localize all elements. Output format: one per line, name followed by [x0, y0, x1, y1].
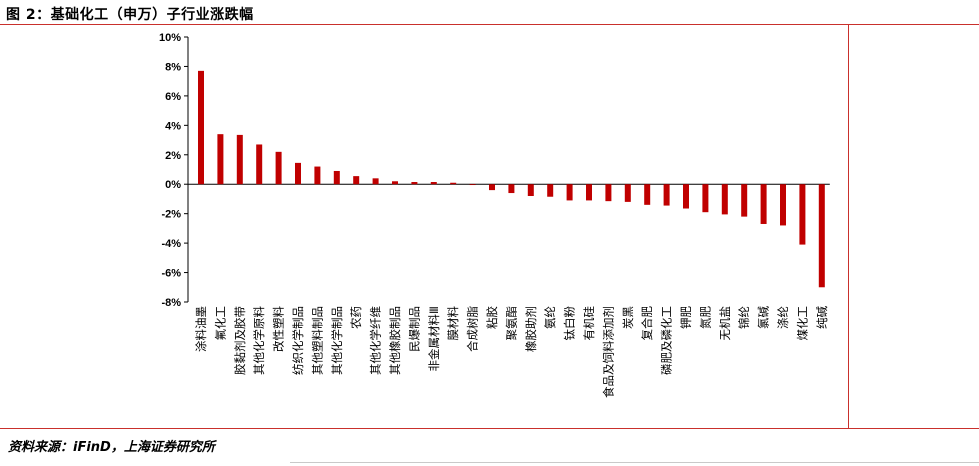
category-label: 氮肥 [698, 306, 712, 329]
y-tick-label: -2% [161, 209, 181, 221]
y-tick-label: -4% [161, 238, 181, 250]
bar [527, 184, 534, 196]
bar [256, 144, 263, 185]
category-label: 其他化学制品 [330, 306, 344, 375]
y-tick-label: -6% [161, 268, 181, 280]
y-tick-label: 6% [165, 91, 181, 103]
source-note: 资料来源：iFinD，上海证券研究所 [8, 440, 215, 455]
right-frame-line [848, 24, 849, 428]
category-label: 涤纶 [776, 306, 790, 329]
bar [702, 184, 709, 213]
bar [663, 184, 670, 206]
category-label: 合成树脂 [466, 306, 480, 352]
bar [411, 182, 418, 185]
category-label: 其他橡胶制品 [388, 306, 402, 375]
category-label: 膜材料 [446, 306, 460, 341]
bar [314, 166, 321, 185]
category-label: 涂料油墨 [194, 306, 208, 352]
bar [566, 184, 573, 201]
bar [217, 134, 224, 185]
bar [799, 184, 806, 245]
category-label: 聚氨酯 [504, 306, 518, 341]
category-label: 民爆制品 [407, 306, 421, 352]
category-label: 氟化工 [213, 306, 227, 341]
bar [818, 184, 825, 288]
bar [295, 162, 301, 185]
category-label: 其他化学纤维 [369, 306, 383, 375]
bar [372, 178, 379, 185]
y-tick-label: 10% [159, 32, 181, 44]
category-label: 农药 [349, 306, 363, 329]
category-label: 橡胶助剂 [524, 306, 538, 352]
bar [780, 184, 786, 226]
bar [198, 70, 204, 185]
y-tick-label: 0% [165, 179, 181, 191]
bar [469, 184, 476, 186]
category-label: 纺织化学制品 [291, 306, 305, 375]
bar [333, 170, 340, 185]
category-label: 非金属材料Ⅲ [427, 306, 441, 371]
bar [624, 184, 631, 202]
category-label: 其他塑料制品 [310, 306, 324, 375]
bar [683, 184, 689, 209]
category-label: 食品及饲料添加剂 [601, 306, 615, 398]
bar [236, 134, 243, 185]
bar [489, 184, 495, 191]
page-title: 图 2：基础化工（申万）子行业涨跌幅 [6, 7, 254, 23]
footer-divider [290, 462, 979, 463]
category-label: 磷肥及磷化工 [660, 306, 674, 375]
category-label: 钛白粉 [563, 306, 577, 341]
category-label: 有机硅 [582, 306, 596, 341]
category-label: 胶黏剂及胶带 [233, 306, 247, 375]
bar [275, 151, 282, 185]
category-label: 氨纶 [543, 306, 557, 329]
category-label: 纯碱 [815, 306, 829, 329]
bar [586, 184, 592, 201]
category-label: 炭黑 [621, 306, 635, 329]
bar [450, 182, 457, 185]
category-label: 无机盐 [718, 306, 732, 341]
y-tick-label: 2% [165, 150, 181, 162]
y-tick-label: 8% [165, 61, 181, 73]
category-label: 改性塑料 [272, 306, 286, 352]
y-tick-label: -8% [161, 297, 181, 309]
bar [508, 184, 515, 194]
category-label: 氯碱 [757, 306, 771, 329]
bar [605, 184, 612, 202]
category-label: 钾肥 [679, 306, 693, 329]
bar [430, 182, 437, 185]
category-label: 其他化学原料 [252, 306, 266, 375]
bar [760, 184, 767, 224]
bar [741, 184, 748, 217]
bottom-rule [0, 428, 979, 429]
y-tick-label: 4% [165, 120, 181, 132]
category-label: 煤化工 [795, 306, 809, 341]
bar [721, 184, 728, 215]
category-label: 复合肥 [640, 306, 654, 341]
bar [547, 184, 554, 197]
bar [353, 176, 360, 185]
category-label: 粘胶 [485, 306, 499, 329]
bar [392, 181, 398, 185]
top-rule [0, 24, 979, 25]
category-label: 锦纶 [737, 306, 751, 329]
bar [644, 184, 651, 205]
